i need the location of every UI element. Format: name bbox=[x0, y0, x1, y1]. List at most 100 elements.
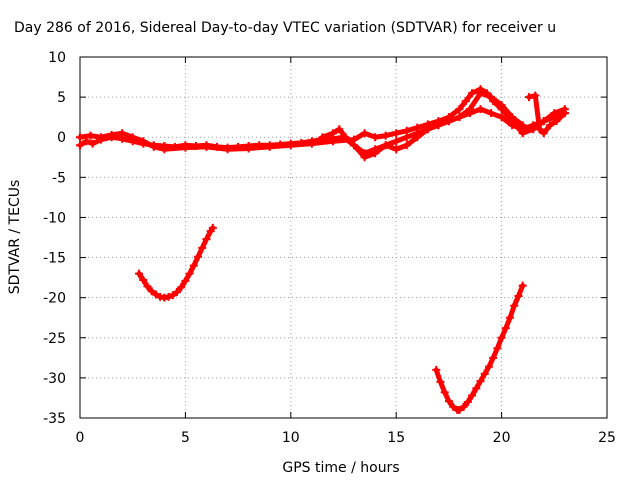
data-point bbox=[151, 290, 160, 299]
data-point bbox=[76, 141, 84, 150]
data-point bbox=[202, 142, 211, 151]
data-point bbox=[455, 405, 464, 414]
data-point bbox=[514, 292, 523, 301]
data-point bbox=[468, 89, 477, 98]
y-axis-label: SDTVAR / TECUs bbox=[7, 180, 23, 295]
data-point bbox=[341, 133, 350, 142]
data-point bbox=[546, 121, 555, 130]
data-point bbox=[455, 105, 464, 114]
data-point bbox=[550, 109, 559, 118]
y-tick-label: -35 bbox=[43, 411, 66, 427]
y-tick-label: -25 bbox=[43, 331, 66, 347]
data-point bbox=[172, 288, 181, 297]
x-tick-label: 5 bbox=[181, 430, 190, 446]
y-tick-label: -10 bbox=[43, 210, 66, 226]
x-tick-label: 15 bbox=[387, 430, 405, 446]
data-point bbox=[508, 113, 517, 122]
data-point bbox=[402, 126, 411, 135]
data-point bbox=[468, 391, 477, 400]
data-point bbox=[461, 97, 470, 106]
x-tick-label: 0 bbox=[76, 430, 85, 446]
data-point bbox=[160, 145, 169, 154]
data-point bbox=[552, 117, 561, 126]
data-point bbox=[371, 133, 380, 142]
data-point bbox=[402, 141, 411, 150]
data-point bbox=[202, 235, 211, 244]
data-point bbox=[506, 313, 515, 322]
data-point bbox=[440, 388, 449, 397]
data-point bbox=[392, 137, 401, 146]
data-point bbox=[455, 113, 464, 122]
plot-frame bbox=[79, 56, 608, 419]
y-tick-labels: -35 -30 -25 -20 -15 -10 -5 0 5 10 bbox=[43, 50, 66, 427]
y-tick-label: 0 bbox=[57, 130, 66, 146]
data-point bbox=[128, 133, 137, 142]
data-point bbox=[476, 105, 485, 114]
data-point bbox=[350, 141, 359, 150]
data-point bbox=[181, 276, 190, 285]
data-point bbox=[501, 324, 510, 333]
data-point bbox=[328, 137, 337, 146]
data-point bbox=[525, 93, 534, 102]
data-point bbox=[472, 384, 481, 393]
x-tick-label: 20 bbox=[493, 430, 511, 446]
data-point bbox=[86, 131, 95, 140]
data-point bbox=[168, 291, 177, 300]
chart-title: Day 286 of 2016, Sidereal Day-to-day VTE… bbox=[14, 20, 556, 36]
data-point bbox=[381, 131, 390, 140]
data-point bbox=[518, 129, 527, 138]
y-tick-label: 10 bbox=[48, 50, 66, 66]
x-tick-label: 10 bbox=[282, 430, 300, 446]
data-points bbox=[76, 85, 569, 414]
data-point bbox=[539, 117, 548, 126]
data-point bbox=[307, 139, 316, 148]
data-point bbox=[423, 125, 432, 134]
data-point bbox=[118, 129, 127, 138]
data-point bbox=[489, 353, 498, 362]
data-point bbox=[286, 141, 295, 150]
data-point bbox=[493, 344, 502, 353]
data-point bbox=[449, 402, 458, 411]
data-point bbox=[177, 283, 186, 292]
data-point bbox=[194, 252, 203, 261]
data-point bbox=[413, 133, 422, 142]
data-point bbox=[164, 292, 173, 301]
data-point bbox=[518, 121, 527, 130]
data-point bbox=[189, 261, 198, 270]
data-point bbox=[476, 89, 485, 98]
data-point bbox=[147, 287, 156, 296]
data-point bbox=[392, 145, 401, 154]
y-tick-label: 5 bbox=[57, 90, 66, 106]
data-point bbox=[381, 141, 390, 150]
x-axis-label: GPS time / hours bbox=[282, 460, 399, 476]
y-tick-label: -15 bbox=[43, 251, 66, 267]
data-point bbox=[465, 105, 474, 114]
data-point bbox=[413, 123, 422, 132]
data-point bbox=[535, 125, 544, 134]
data-point bbox=[480, 369, 489, 378]
data-point bbox=[497, 101, 506, 110]
data-point bbox=[318, 133, 327, 142]
y-tick-label: -30 bbox=[43, 371, 66, 387]
data-point bbox=[360, 129, 369, 138]
data-point bbox=[76, 133, 84, 142]
data-point bbox=[143, 282, 152, 291]
data-point bbox=[223, 145, 232, 154]
data-point bbox=[360, 153, 369, 162]
data-point bbox=[107, 130, 116, 139]
data-point bbox=[371, 149, 380, 158]
data-point bbox=[444, 397, 453, 406]
data-point bbox=[434, 121, 443, 130]
data-point bbox=[444, 117, 453, 126]
data-point bbox=[531, 91, 540, 100]
data-point bbox=[436, 377, 445, 386]
data-point bbox=[208, 223, 217, 232]
data-series-line bbox=[77, 86, 568, 152]
data-point bbox=[432, 365, 441, 374]
data-point bbox=[265, 142, 274, 151]
data-point bbox=[88, 139, 97, 148]
data-point bbox=[149, 142, 158, 151]
data-point bbox=[560, 109, 569, 118]
data-series-line bbox=[433, 283, 526, 413]
